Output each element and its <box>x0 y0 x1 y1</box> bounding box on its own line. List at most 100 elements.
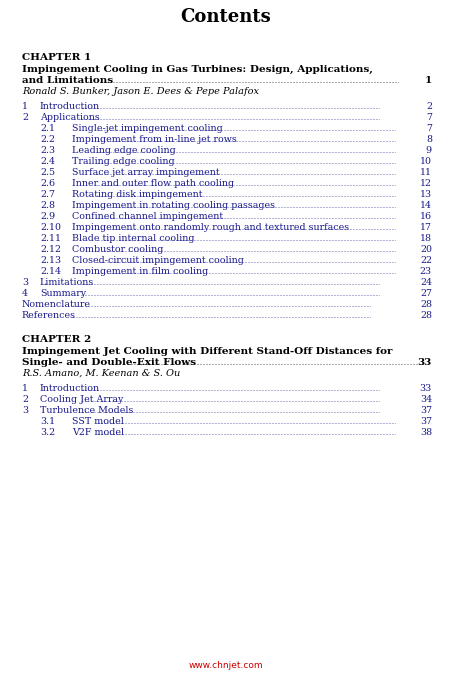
Text: 1: 1 <box>425 76 432 85</box>
Text: ................................................................................: ........................................… <box>97 226 397 231</box>
Text: ................................................................................: ........................................… <box>126 361 426 366</box>
Text: ................................................................................: ........................................… <box>97 431 397 436</box>
Text: ................................................................................: ........................................… <box>97 182 397 187</box>
Text: 24: 24 <box>420 278 432 287</box>
Text: 2.5: 2.5 <box>40 168 55 177</box>
Text: ................................................................................: ........................................… <box>81 281 381 286</box>
Text: Impingement Cooling in Gas Turbines: Design, Applications,: Impingement Cooling in Gas Turbines: Des… <box>22 65 373 74</box>
Text: Impingement onto randomly rough and textured surfaces: Impingement onto randomly rough and text… <box>72 223 349 232</box>
Text: Combustor cooling: Combustor cooling <box>72 245 163 254</box>
Text: ................................................................................: ........................................… <box>81 387 381 392</box>
Text: 1: 1 <box>22 384 28 393</box>
Text: 28: 28 <box>420 300 432 309</box>
Text: 20: 20 <box>420 245 432 254</box>
Text: Confined channel impingement: Confined channel impingement <box>72 212 223 221</box>
Text: ................................................................................: ........................................… <box>97 259 397 264</box>
Text: www.chnjet.com: www.chnjet.com <box>188 661 263 670</box>
Text: R.S. Amano, M. Keenan & S. Ou: R.S. Amano, M. Keenan & S. Ou <box>22 369 180 378</box>
Text: Introduction: Introduction <box>40 384 100 393</box>
Text: Introduction: Introduction <box>40 102 100 111</box>
Text: 2.4: 2.4 <box>40 157 55 166</box>
Text: 37: 37 <box>420 417 432 426</box>
Text: 1: 1 <box>22 102 28 111</box>
Text: Inner and outer flow path cooling: Inner and outer flow path cooling <box>72 179 234 188</box>
Text: ................................................................................: ........................................… <box>81 292 381 297</box>
Text: 27: 27 <box>420 289 432 298</box>
Text: 33: 33 <box>418 358 432 367</box>
Text: ................................................................................: ........................................… <box>81 398 381 403</box>
Text: 34: 34 <box>420 395 432 404</box>
Text: ................................................................................: ........................................… <box>97 171 397 176</box>
Text: 16: 16 <box>420 212 432 221</box>
Text: 3: 3 <box>22 278 28 287</box>
Text: 2: 2 <box>22 395 28 404</box>
Text: 2.3: 2.3 <box>40 146 55 155</box>
Text: 18: 18 <box>420 234 432 243</box>
Text: Closed-circuit impingement cooling: Closed-circuit impingement cooling <box>72 256 244 265</box>
Text: 2.11: 2.11 <box>40 234 61 243</box>
Text: ................................................................................: ........................................… <box>97 270 397 275</box>
Text: 7: 7 <box>426 113 432 122</box>
Text: Applications: Applications <box>40 113 100 122</box>
Text: ................................................................................: ........................................… <box>81 409 381 414</box>
Text: ................................................................................: ........................................… <box>97 204 397 209</box>
Text: 2.2: 2.2 <box>40 135 55 144</box>
Text: 2: 2 <box>426 102 432 111</box>
Text: Surface jet array impingement: Surface jet array impingement <box>72 168 220 177</box>
Text: ................................................................................: ........................................… <box>97 248 397 253</box>
Text: 2.14: 2.14 <box>40 267 61 276</box>
Text: 11: 11 <box>420 168 432 177</box>
Text: ................................................................................: ........................................… <box>100 79 400 84</box>
Text: Cooling Jet Array: Cooling Jet Array <box>40 395 124 404</box>
Text: ................................................................................: ........................................… <box>97 237 397 242</box>
Text: 2.7: 2.7 <box>40 190 55 199</box>
Text: 33: 33 <box>420 384 432 393</box>
Text: ................................................................................: ........................................… <box>97 193 397 198</box>
Text: 17: 17 <box>420 223 432 232</box>
Text: ................................................................................: ........................................… <box>72 314 372 319</box>
Text: Impingement from in-line jet rows: Impingement from in-line jet rows <box>72 135 237 144</box>
Text: ................................................................................: ........................................… <box>81 116 381 121</box>
Text: ................................................................................: ........................................… <box>97 127 397 132</box>
Text: 22: 22 <box>420 256 432 265</box>
Text: 23: 23 <box>420 267 432 276</box>
Text: ................................................................................: ........................................… <box>81 105 381 110</box>
Text: 3: 3 <box>22 406 28 415</box>
Text: Single- and Double-Exit Flows: Single- and Double-Exit Flows <box>22 358 196 367</box>
Text: 2.13: 2.13 <box>40 256 61 265</box>
Text: Leading edge cooling: Leading edge cooling <box>72 146 176 155</box>
Text: ................................................................................: ........................................… <box>97 160 397 165</box>
Text: 2.9: 2.9 <box>40 212 55 221</box>
Text: 3.2: 3.2 <box>40 428 55 437</box>
Text: ................................................................................: ........................................… <box>97 149 397 154</box>
Text: 14: 14 <box>420 201 432 210</box>
Text: 8: 8 <box>426 135 432 144</box>
Text: Rotating disk impingement: Rotating disk impingement <box>72 190 202 199</box>
Text: 13: 13 <box>420 190 432 199</box>
Text: 2.1: 2.1 <box>40 124 55 133</box>
Text: 28: 28 <box>420 311 432 320</box>
Text: Trailing edge cooling: Trailing edge cooling <box>72 157 175 166</box>
Text: SST model: SST model <box>72 417 124 426</box>
Text: 4: 4 <box>22 289 28 298</box>
Text: 38: 38 <box>420 428 432 437</box>
Text: and Limitations: and Limitations <box>22 76 113 85</box>
Text: 7: 7 <box>426 124 432 133</box>
Text: Nomenclature: Nomenclature <box>22 300 91 309</box>
Text: 37: 37 <box>420 406 432 415</box>
Text: 2.12: 2.12 <box>40 245 61 254</box>
Text: 10: 10 <box>420 157 432 166</box>
Text: 2: 2 <box>22 113 28 122</box>
Text: ................................................................................: ........................................… <box>72 303 372 308</box>
Text: Impingement Jet Cooling with Different Stand-Off Distances for: Impingement Jet Cooling with Different S… <box>22 347 392 356</box>
Text: CHAPTER 2: CHAPTER 2 <box>22 335 91 344</box>
Text: 9: 9 <box>426 146 432 155</box>
Text: 2.6: 2.6 <box>40 179 55 188</box>
Text: Ronald S. Bunker, Jason E. Dees & Pepe Palafox: Ronald S. Bunker, Jason E. Dees & Pepe P… <box>22 87 259 96</box>
Text: ................................................................................: ........................................… <box>97 215 397 220</box>
Text: Blade tip internal cooling: Blade tip internal cooling <box>72 234 194 243</box>
Text: Single-jet impingement cooling: Single-jet impingement cooling <box>72 124 223 133</box>
Text: V2F model: V2F model <box>72 428 124 437</box>
Text: 12: 12 <box>420 179 432 188</box>
Text: 2.10: 2.10 <box>40 223 61 232</box>
